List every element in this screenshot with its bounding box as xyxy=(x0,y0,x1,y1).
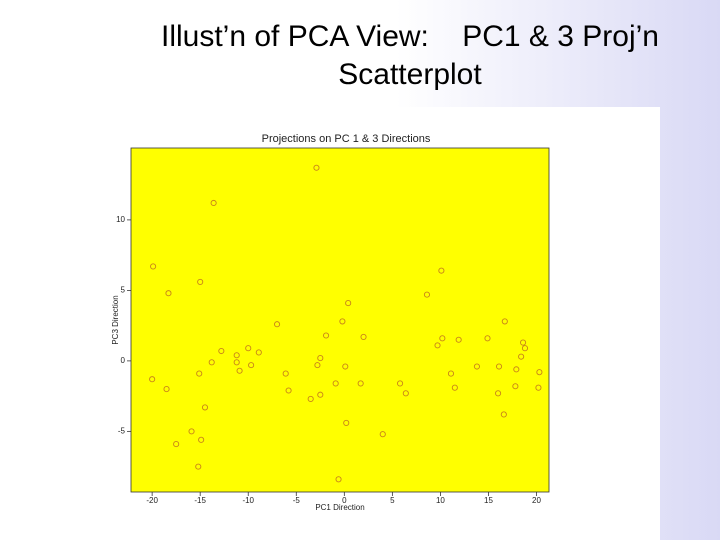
point xyxy=(495,390,502,397)
slide-title-line: Illust’n of PCA View: PC1 & 3 Proj’n xyxy=(160,20,659,53)
point xyxy=(317,391,324,398)
point xyxy=(434,342,441,349)
x-tick-label: -15 xyxy=(194,496,206,505)
point xyxy=(195,463,202,470)
point xyxy=(233,359,240,366)
point xyxy=(520,339,527,346)
point xyxy=(163,386,170,393)
point xyxy=(332,380,339,387)
point xyxy=(439,335,446,342)
point xyxy=(447,370,455,377)
point xyxy=(236,367,243,374)
point xyxy=(500,411,507,418)
point xyxy=(274,321,281,328)
point xyxy=(165,290,172,297)
point xyxy=(473,363,480,370)
point xyxy=(248,362,255,369)
point xyxy=(282,370,289,377)
point xyxy=(233,352,240,359)
point xyxy=(495,363,503,370)
chart-title: Projections on PC 1 & 3 Directions xyxy=(262,133,431,145)
point xyxy=(197,278,204,285)
point xyxy=(339,318,346,325)
x-tick-label: 20 xyxy=(532,496,541,505)
point xyxy=(438,267,445,274)
y-tick-label: 5 xyxy=(121,286,126,295)
y-tick-label: 0 xyxy=(121,356,126,365)
point xyxy=(173,441,180,448)
x-tick-label: -5 xyxy=(293,496,301,505)
point xyxy=(285,387,292,394)
point xyxy=(188,428,195,435)
point xyxy=(402,390,409,397)
point xyxy=(512,383,519,390)
point xyxy=(360,333,367,340)
point xyxy=(501,318,508,325)
point xyxy=(536,369,543,376)
point xyxy=(345,300,352,307)
point xyxy=(149,376,156,383)
y-axis-label: PC3 Direction xyxy=(111,295,120,344)
point xyxy=(379,431,386,438)
point xyxy=(150,263,157,270)
point xyxy=(484,335,491,342)
x-axis-label: PC1 Direction xyxy=(315,503,364,512)
y-tick-label: 10 xyxy=(116,215,125,224)
point xyxy=(342,363,349,370)
point xyxy=(451,384,458,391)
point xyxy=(317,355,324,362)
point xyxy=(218,347,225,355)
slide-title-line: Scatterplot xyxy=(338,58,482,91)
point xyxy=(198,436,205,443)
x-tick-label: -20 xyxy=(146,496,158,505)
x-tick-label: -10 xyxy=(242,496,254,505)
point xyxy=(455,336,462,343)
point xyxy=(423,291,431,298)
point xyxy=(210,199,217,207)
point xyxy=(208,359,215,366)
point xyxy=(255,349,262,356)
point xyxy=(201,404,209,411)
point xyxy=(535,384,542,391)
x-tick-label: 15 xyxy=(484,496,493,505)
point xyxy=(335,476,342,483)
point xyxy=(323,332,330,339)
point xyxy=(343,419,350,426)
x-tick-label: 5 xyxy=(390,496,395,505)
point xyxy=(196,370,203,377)
y-tick-label: -5 xyxy=(118,426,126,435)
point xyxy=(357,380,364,387)
point xyxy=(245,345,252,352)
point xyxy=(314,362,321,369)
point xyxy=(518,353,525,360)
point xyxy=(521,345,529,352)
point xyxy=(307,395,314,403)
x-tick-label: 10 xyxy=(436,496,445,505)
point xyxy=(313,164,320,171)
point xyxy=(513,366,520,373)
x-tick-label: 0 xyxy=(342,496,347,505)
point xyxy=(397,380,404,387)
